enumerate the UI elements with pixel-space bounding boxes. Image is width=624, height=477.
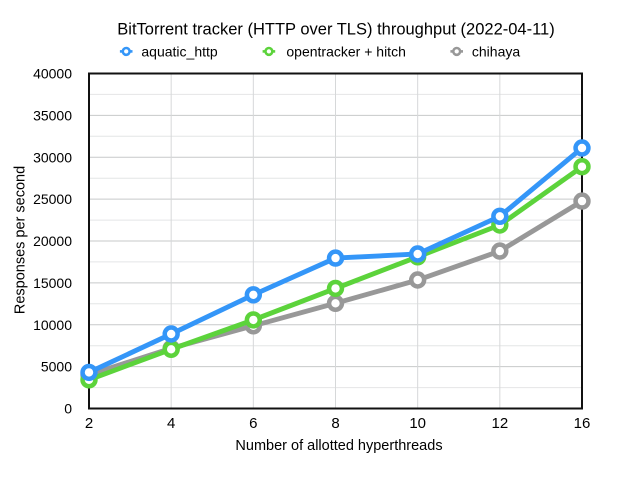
svg-text:35000: 35000 [33, 107, 72, 123]
svg-text:10: 10 [409, 415, 426, 432]
svg-text:16: 16 [574, 415, 591, 432]
svg-text:6: 6 [249, 415, 257, 432]
svg-text:30000: 30000 [33, 149, 72, 165]
svg-text:4: 4 [167, 415, 175, 432]
svg-text:25000: 25000 [33, 191, 72, 207]
svg-text:opentracker + hitch: opentracker + hitch [286, 43, 405, 59]
svg-text:2: 2 [85, 415, 93, 432]
svg-text:15000: 15000 [33, 275, 72, 291]
svg-text:10000: 10000 [33, 317, 72, 333]
svg-text:0: 0 [64, 401, 72, 417]
svg-text:40000: 40000 [33, 66, 72, 82]
svg-text:chihaya: chihaya [472, 43, 520, 59]
svg-text:aquatic_http: aquatic_http [141, 43, 217, 59]
svg-text:Responses per second: Responses per second [13, 166, 29, 314]
svg-text:5000: 5000 [41, 359, 72, 375]
svg-text:Number of allotted hyperthread: Number of allotted hyperthreads [235, 438, 442, 454]
svg-text:BitTorrent tracker (HTTP over: BitTorrent tracker (HTTP over TLS) throu… [117, 21, 554, 39]
svg-text:20000: 20000 [33, 233, 72, 249]
svg-text:12: 12 [491, 415, 508, 432]
svg-text:8: 8 [331, 415, 339, 432]
